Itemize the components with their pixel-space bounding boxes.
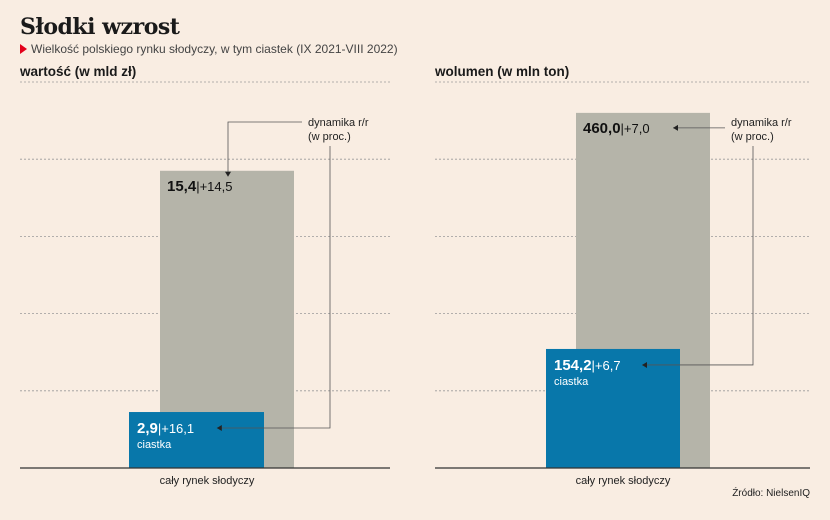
chart-title: Słodki wzrost [20,14,180,40]
leader-line [216,146,331,429]
arrow-head [216,425,222,432]
annotation-text: dynamika r/r [731,117,792,129]
annotation-text: (w proc.) [731,131,774,143]
value-label-ciastka: 154,2|+6,7 [554,357,621,374]
bar-ciastka [546,348,680,468]
panel-title: wolumen (w mln ton) [434,64,569,79]
arrow-head [673,124,678,131]
leader-line [227,121,302,175]
chart-panel-2: wolumen (w mln ton) 460,0|+7,0 154,2|+6,7 c… [434,64,810,487]
subtitle-text: Wielkość polskiego rynku słodyczy, w tym… [31,42,398,56]
red-triangle-icon [20,44,27,54]
arrow-head [642,361,647,368]
value-label-total: 15,4|+14,5 [167,178,232,195]
series-label-ciastka: ciastka [137,439,172,451]
value-label-total: 460,0|+7,0 [583,120,650,137]
annotation-text: dynamika r/r [308,117,369,129]
chart-panel-1: wartość (w mld zł) 15,4|+14,5 2,9|+16,1 cia… [19,64,390,487]
leader-line [642,146,754,366]
panel-title: wartość (w mld zł) [19,64,136,79]
source-note: Źródło: NielsenIQ [732,488,810,499]
series-label-ciastka: ciastka [554,376,589,388]
arrow-head [225,171,231,177]
x-axis-label: cały rynek słodyczy [160,475,255,487]
annotation-text: (w proc.) [308,131,351,143]
x-axis-label: cały rynek słodyczy [576,475,671,487]
value-label-ciastka: 2,9|+16,1 [137,420,194,437]
chart-subtitle: Wielkość polskiego rynku słodyczy, w tym… [20,42,398,56]
bar-ciastka [129,412,264,468]
